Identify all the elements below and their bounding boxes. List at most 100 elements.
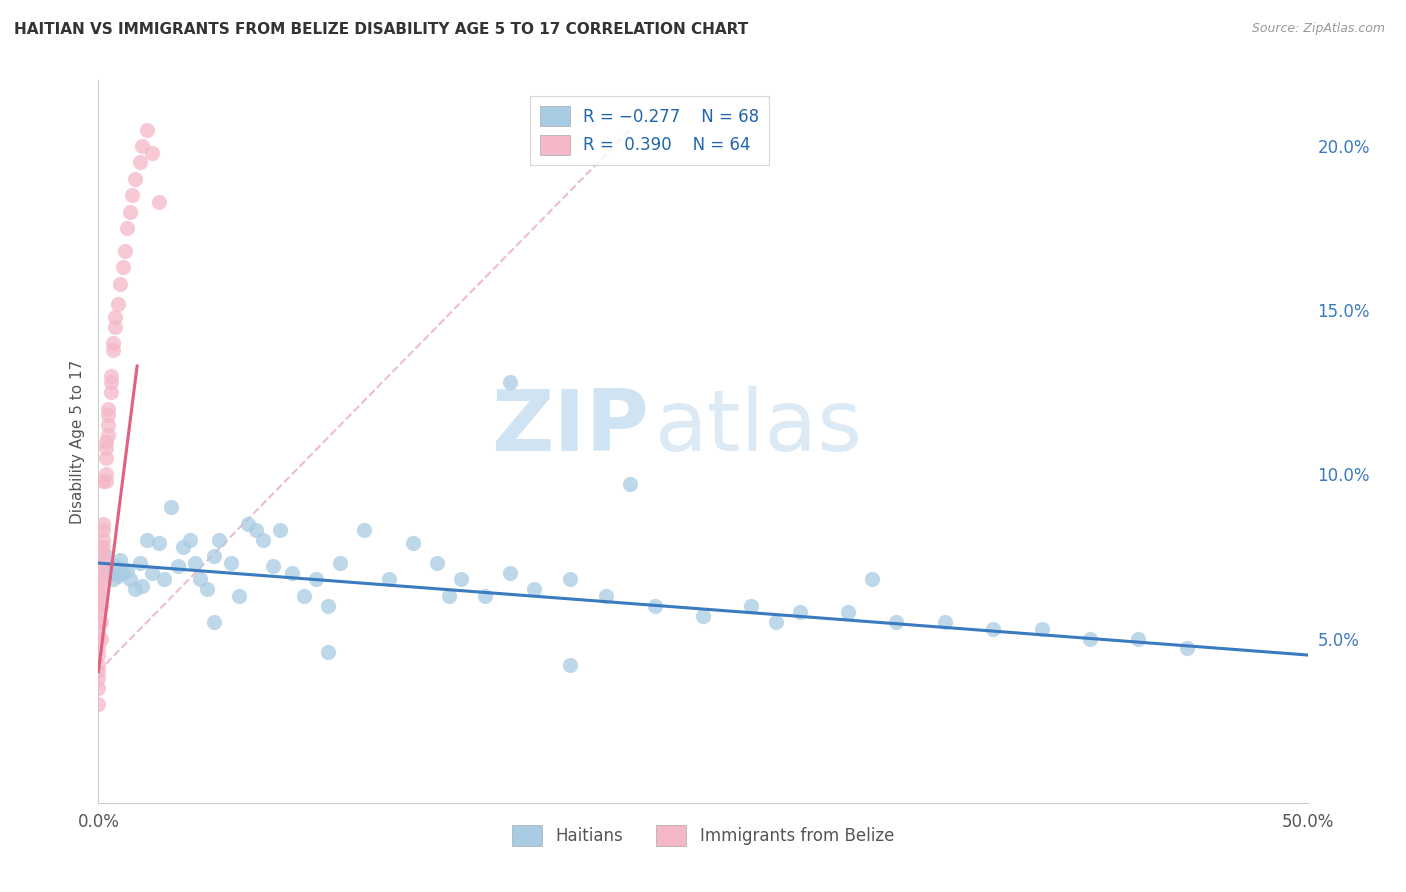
Point [305, 573, 328, 587]
Point [87, 582, 110, 597]
Point [179, 533, 201, 547]
Point [160, 500, 183, 515]
Point [97, 418, 120, 433]
Point [172, 540, 194, 554]
Point [100, 385, 122, 400]
Point [114, 244, 136, 258]
Legend: Haitians, Immigrants from Belize: Haitians, Immigrants from Belize [505, 819, 901, 852]
Point [90, 556, 112, 570]
Point [104, 310, 127, 324]
Point [523, 582, 546, 597]
Point [128, 556, 150, 570]
Point [558, 573, 581, 587]
Point [90, 599, 112, 613]
Point [221, 556, 243, 570]
Point [208, 533, 231, 547]
Point [87, 589, 110, 603]
Point [87, 566, 110, 580]
Point [87, 648, 110, 662]
Point [498, 566, 520, 580]
Point [104, 319, 127, 334]
Point [87, 599, 110, 613]
Point [100, 376, 122, 390]
Point [148, 536, 170, 550]
Point [269, 523, 291, 537]
Point [558, 657, 581, 672]
Point [860, 573, 883, 587]
Point [292, 589, 315, 603]
Point [281, 566, 304, 580]
Point [87, 625, 110, 640]
Point [837, 605, 859, 619]
Text: atlas: atlas [655, 385, 863, 468]
Point [141, 566, 163, 580]
Point [94, 474, 117, 488]
Point [94, 434, 117, 449]
Point [498, 376, 520, 390]
Point [91, 474, 114, 488]
Point [204, 549, 226, 564]
Point [87, 615, 110, 630]
Point [94, 467, 117, 482]
Point [100, 368, 122, 383]
Point [124, 582, 146, 597]
Point [94, 549, 117, 564]
Point [97, 409, 120, 423]
Point [87, 665, 110, 679]
Point [87, 556, 110, 570]
Point [619, 477, 641, 491]
Point [377, 573, 399, 587]
Point [97, 563, 120, 577]
Point [474, 589, 496, 603]
Point [184, 556, 207, 570]
Point [765, 615, 787, 630]
Point [789, 605, 811, 619]
Point [87, 698, 110, 712]
Point [117, 221, 139, 235]
Point [450, 573, 472, 587]
Point [121, 188, 143, 202]
Point [886, 615, 908, 630]
Point [118, 204, 141, 219]
Point [131, 579, 153, 593]
Point [90, 540, 112, 554]
Point [100, 566, 122, 580]
Point [94, 450, 117, 465]
Point [128, 155, 150, 169]
Point [90, 589, 112, 603]
Point [262, 559, 284, 574]
Point [124, 171, 146, 186]
Point [90, 573, 112, 587]
Point [934, 615, 956, 630]
Point [107, 569, 129, 583]
Point [204, 615, 226, 630]
Point [101, 573, 124, 587]
Point [316, 599, 339, 613]
Point [91, 556, 114, 570]
Point [148, 194, 170, 209]
Point [402, 536, 425, 550]
Point [195, 582, 218, 597]
Point [1078, 632, 1101, 646]
Point [101, 336, 124, 351]
Point [426, 556, 449, 570]
Point [87, 540, 110, 554]
Point [87, 671, 110, 685]
Point [108, 277, 131, 291]
Point [87, 605, 110, 619]
Point [238, 516, 260, 531]
Point [91, 549, 114, 564]
Point [245, 523, 267, 537]
Point [94, 441, 117, 455]
Point [131, 139, 153, 153]
Point [90, 566, 112, 580]
Point [90, 615, 112, 630]
Point [101, 343, 124, 357]
Point [91, 533, 114, 547]
Point [107, 296, 129, 310]
Point [117, 563, 139, 577]
Point [90, 632, 112, 646]
Point [1031, 622, 1053, 636]
Point [740, 599, 762, 613]
Point [91, 516, 114, 531]
